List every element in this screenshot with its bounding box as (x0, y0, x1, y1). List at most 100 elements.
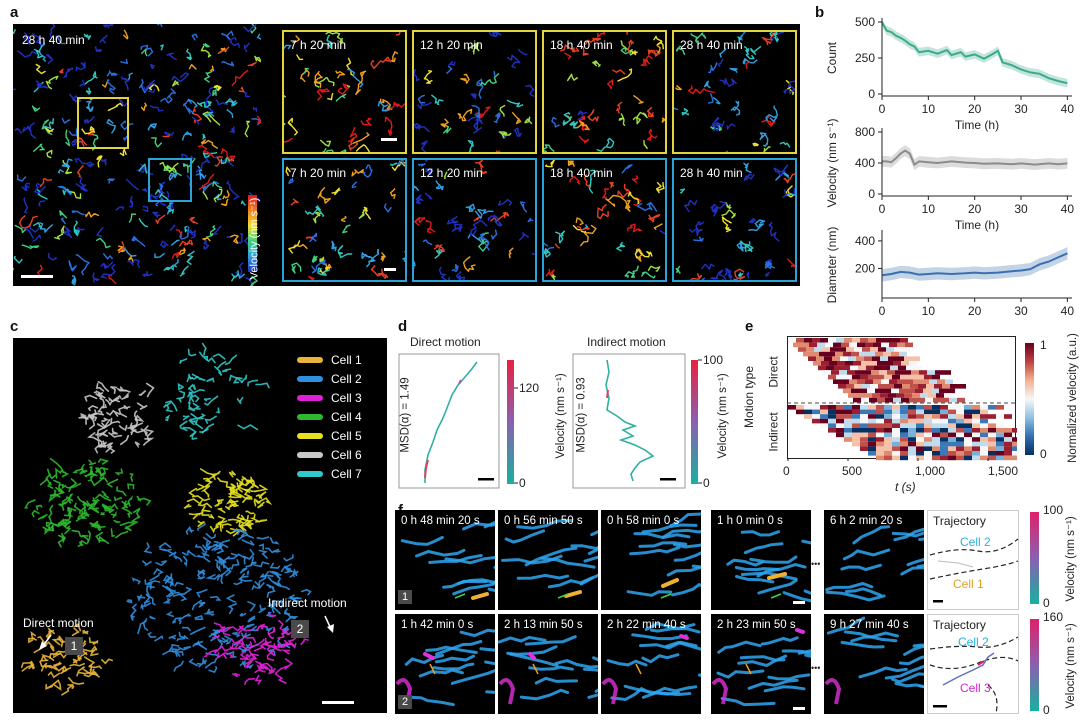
x-axis-label: Time (h) (955, 320, 999, 322)
track (441, 119, 448, 127)
track (313, 213, 320, 223)
track (222, 199, 228, 205)
track (222, 62, 234, 66)
track (309, 277, 314, 281)
g-colorbar (1030, 619, 1039, 711)
track (415, 160, 427, 162)
track (633, 175, 638, 182)
track (727, 124, 735, 129)
blue-tile-4: 28 h 40 min (672, 158, 797, 282)
track (544, 145, 554, 152)
track (702, 264, 715, 269)
track (440, 267, 454, 280)
track (731, 101, 739, 115)
track (204, 240, 209, 249)
track (336, 71, 345, 78)
track (352, 182, 356, 188)
blue-tile-3: 18 h 40 min (542, 158, 667, 282)
track (525, 117, 532, 124)
track (423, 240, 432, 245)
e-cbar-tick-bottom: 0 (1040, 447, 1047, 461)
track (794, 183, 795, 195)
track (332, 241, 336, 250)
track (86, 212, 99, 217)
track (254, 107, 257, 112)
indirect-cbar-label: Velocity (nm s⁻¹) (715, 356, 729, 476)
track (172, 73, 188, 82)
track (552, 118, 560, 127)
track (724, 151, 728, 152)
track (395, 104, 406, 107)
track (564, 53, 570, 59)
track (22, 245, 39, 248)
y-axis-label: Velocity (nm s⁻¹) (825, 118, 839, 207)
e-xlabel: t (s) (895, 480, 916, 494)
track (245, 122, 249, 138)
track (705, 81, 711, 88)
y-tick-label: 0 (868, 87, 875, 101)
track (121, 59, 128, 63)
track (392, 52, 398, 62)
track (87, 88, 92, 94)
g-ellipsis: ••• (811, 663, 820, 673)
track (61, 218, 65, 224)
track (230, 235, 239, 243)
track (126, 179, 138, 189)
track (169, 210, 173, 214)
track (173, 81, 179, 86)
track (203, 134, 205, 139)
track (13, 89, 16, 94)
track (708, 63, 717, 73)
direct-cbar-tick-bottom: 0 (519, 476, 526, 490)
track (403, 251, 405, 262)
track (96, 46, 102, 51)
track (528, 218, 533, 222)
track (682, 109, 688, 115)
track (227, 110, 233, 118)
track (76, 63, 85, 71)
blue-tile-1: 7 h 20 min (282, 158, 407, 282)
indirect-motion-title: Indirect motion (587, 335, 666, 349)
track (142, 189, 146, 192)
x-tick-label: 10 (922, 202, 936, 216)
track (426, 221, 435, 233)
track (751, 46, 761, 54)
track (213, 87, 218, 96)
track (76, 255, 89, 275)
g-trajectory-box: Trajectory Cell 2 Cell 3 (927, 614, 1019, 714)
track (674, 99, 678, 109)
track (769, 223, 779, 242)
track (102, 159, 107, 165)
track (190, 230, 196, 239)
track (17, 51, 37, 57)
track (660, 228, 666, 236)
track (72, 211, 85, 215)
track (292, 263, 301, 273)
track (20, 216, 38, 228)
g-cbar-label: Velocity (nm s⁻¹) (1063, 606, 1077, 726)
track (514, 128, 522, 136)
track (232, 70, 248, 85)
track (202, 182, 219, 191)
track (675, 86, 681, 90)
panel-label-c: c (10, 318, 18, 335)
track (164, 265, 177, 270)
track (385, 203, 392, 211)
x-axis-label: Time (h) (955, 118, 999, 132)
track (570, 122, 578, 128)
track (787, 259, 795, 268)
track (40, 179, 52, 187)
y-tick-label: 800 (855, 125, 875, 139)
track (336, 94, 345, 101)
track (744, 163, 752, 172)
e-cbar-label: Normalized velocity (a.u.) (1067, 323, 1079, 473)
g-frame-4: 2 h 23 min 50 s (711, 614, 811, 714)
x-tick-label: 20 (968, 202, 982, 216)
track (419, 95, 426, 102)
track (54, 226, 64, 239)
track (323, 148, 335, 152)
track (414, 261, 415, 270)
track (318, 187, 330, 203)
